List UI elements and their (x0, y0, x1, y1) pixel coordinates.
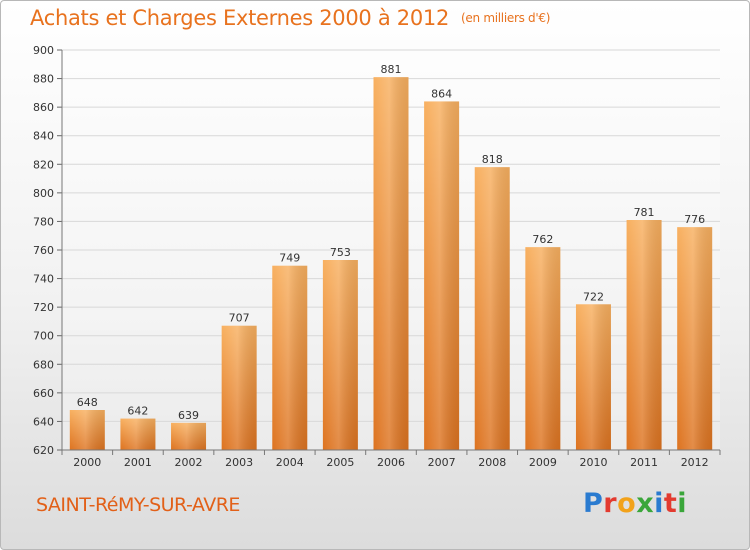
logo-letter: x (636, 488, 655, 519)
unit-note: (en milliers d'€) (461, 11, 551, 25)
x-tick-label: 2012 (681, 456, 709, 469)
data-label: 648 (77, 396, 98, 409)
bar-shine (120, 418, 156, 450)
logo-letter: i (654, 488, 664, 519)
y-tick-label: 620 (33, 444, 54, 457)
title-text: Achats et Charges Externes 2000 à 2012 (30, 6, 450, 30)
data-label: 707 (229, 312, 250, 325)
data-label: 881 (381, 63, 402, 76)
y-tick-label: 760 (33, 244, 54, 257)
bar-shine (322, 260, 358, 450)
bar-shine (525, 247, 561, 450)
y-tick-label: 720 (33, 301, 54, 314)
y-tick-label: 660 (33, 387, 54, 400)
axes: 620 640 660 680 700 720 740 760 780 800 820 840 860 8… (33, 44, 721, 469)
y-tick-label: 900 (33, 44, 54, 57)
x-tick-label: 2007 (428, 456, 456, 469)
x-tick-label: 2011 (630, 456, 658, 469)
data-label: 864 (431, 87, 452, 100)
bar-shine (272, 265, 308, 450)
y-tick-label: 800 (33, 187, 54, 200)
y-tick-label: 780 (33, 215, 54, 228)
logo-letter: i (677, 488, 688, 519)
logo-letter: o (617, 488, 637, 519)
x-tick-label: 2008 (478, 456, 506, 469)
data-label: 722 (583, 290, 604, 303)
x-tick-label: 2006 (377, 456, 405, 469)
bar-shine (626, 220, 662, 450)
proxiti-logo[interactable]: Proxiti (583, 488, 687, 519)
y-tick-label: 820 (33, 158, 54, 171)
x-tick-label: 2001 (124, 456, 152, 469)
logo-letter: t (663, 488, 678, 519)
bar-shine (424, 101, 460, 450)
y-tick-label: 840 (33, 130, 54, 143)
x-tick-label: 2009 (529, 456, 557, 469)
bar-shine (575, 304, 611, 450)
data-label: 776 (684, 213, 705, 226)
bar-shine (373, 77, 409, 451)
y-tick-label: 740 (33, 273, 54, 286)
x-tick-label: 2005 (326, 456, 354, 469)
data-label: 749 (279, 252, 300, 265)
logo-letter: r (603, 488, 618, 519)
x-tick-label: 2003 (225, 456, 253, 469)
x-tick-label: 2010 (579, 456, 607, 469)
x-tick-label: 2002 (175, 456, 203, 469)
data-label: 642 (127, 405, 148, 418)
data-label: 818 (482, 153, 503, 166)
bar-shine (474, 167, 510, 450)
data-label: 762 (532, 233, 553, 246)
place-name: SAINT-RéMY-SUR-AVRE (36, 494, 240, 516)
x-tick-label: 2004 (276, 456, 304, 469)
logo-letter: P (583, 488, 604, 519)
chart-title: Achats et Charges Externes 2000 à 2012 (e… (30, 6, 550, 30)
bar-shine (221, 325, 257, 450)
y-tick-label: 640 (33, 415, 54, 428)
x-tick-label: 2000 (73, 456, 101, 469)
data-label: 753 (330, 246, 351, 259)
y-tick-label: 680 (33, 358, 54, 371)
data-label: 639 (178, 409, 199, 422)
y-tick-label: 700 (33, 330, 54, 343)
y-tick-label: 860 (33, 101, 54, 114)
bar-shine (677, 227, 713, 450)
y-tick-label: 880 (33, 73, 54, 86)
bar-shine (69, 410, 105, 450)
bar-shine (171, 422, 207, 450)
data-label: 781 (634, 206, 655, 219)
bars: 648 642 639 707 749 753 881 864 818 762 722 781 776 (69, 63, 713, 451)
